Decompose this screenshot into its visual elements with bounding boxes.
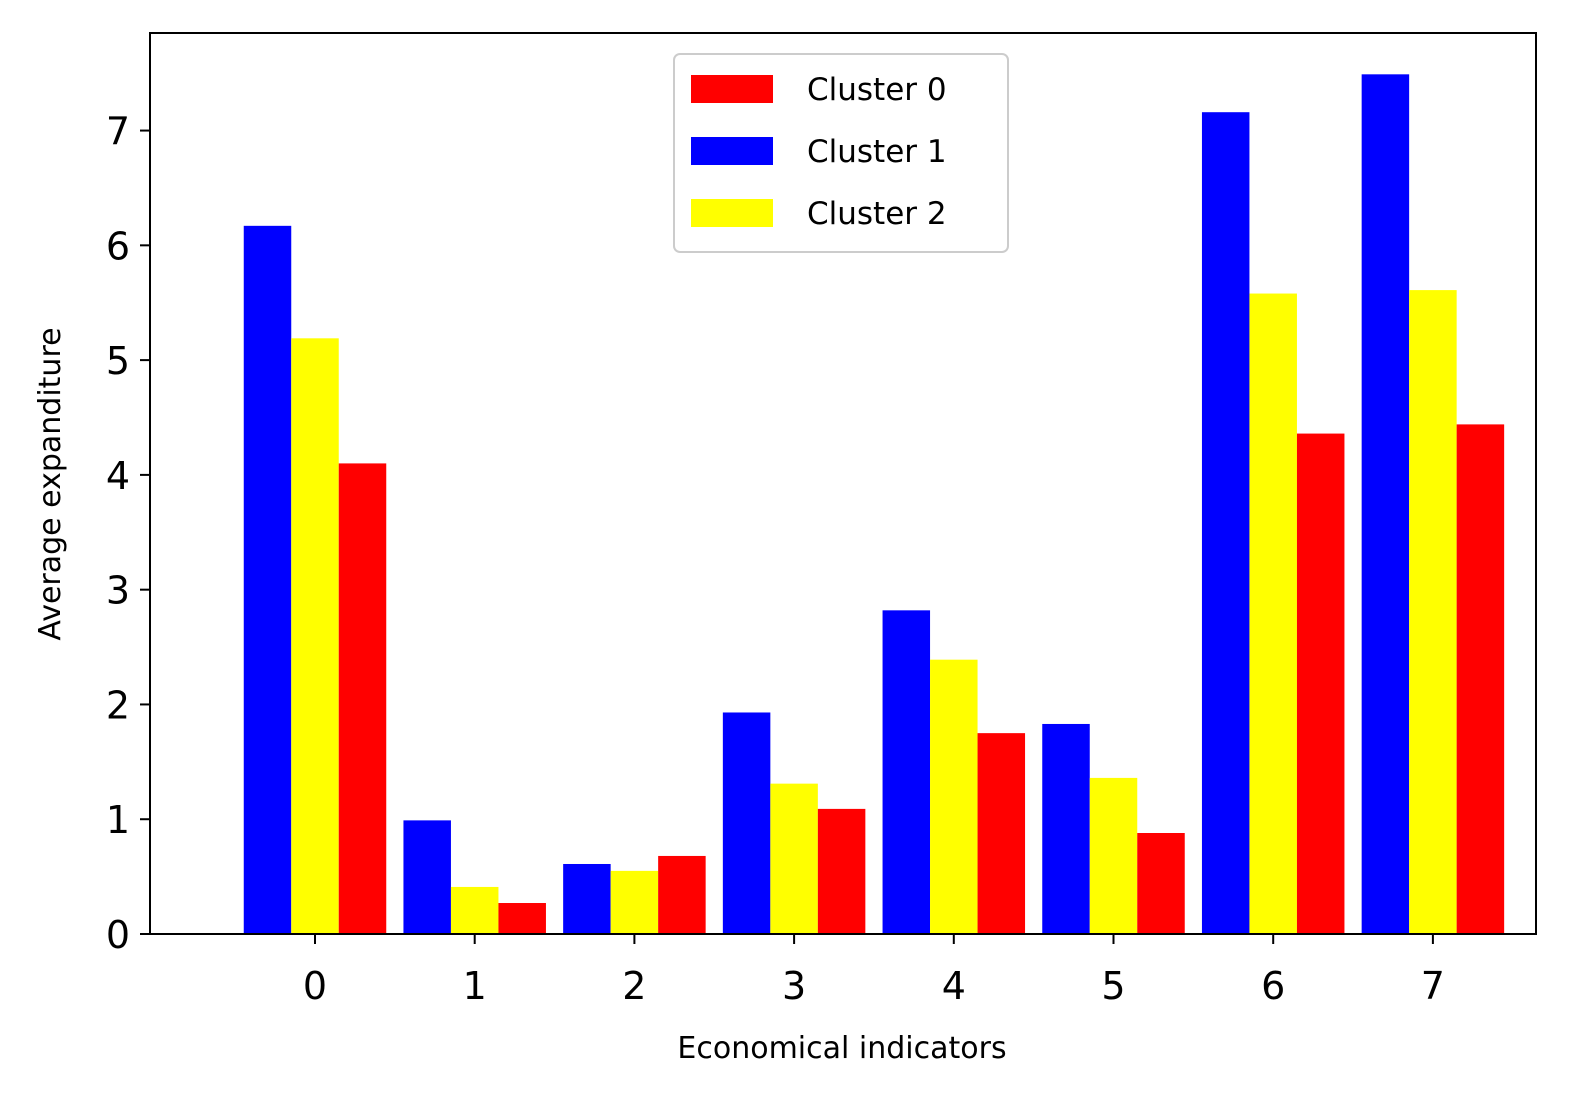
bar-cluster-2-cat-7 [1409,290,1457,935]
legend-swatch-cluster-2 [691,199,773,227]
y-tick-label: 1 [106,798,130,842]
bar-cluster-0-cat-4 [977,733,1026,934]
y-tick-label: 7 [106,110,130,154]
bar-cluster-1-cat-5 [1042,723,1090,934]
bar-cluster-1-cat-2 [563,863,611,934]
bar-cluster-2-cat-6 [1249,293,1297,934]
bar-cluster-0-cat-7 [1456,424,1505,934]
bar-cluster-1-cat-6 [1201,112,1250,934]
bar-cluster-1-cat-3 [722,712,771,934]
y-tick-label: 6 [106,224,130,268]
bar-cluster-1-cat-4 [882,610,931,934]
bar-cluster-0-cat-0 [338,463,387,934]
bar-cluster-2-cat-5 [1089,777,1138,934]
y-tick-label: 2 [106,683,130,727]
x-tick-label: 1 [463,964,487,1008]
legend-label-cluster-1: Cluster 1 [807,134,947,170]
bars-layer [243,74,1505,935]
x-tick-label: 3 [782,964,806,1008]
x-tick-label: 0 [303,964,327,1008]
x-tick-label: 6 [1261,964,1285,1008]
legend-label-cluster-0: Cluster 0 [807,72,947,108]
y-axis-ticks: 0 1 2 3 4 5 6 7 [106,110,150,957]
y-tick-label: 4 [106,454,130,498]
x-tick-label: 5 [1101,964,1125,1008]
y-tick-label: 5 [106,339,130,383]
y-tick-label: 3 [106,569,130,613]
bar-cluster-1-cat-1 [403,820,451,934]
bar-cluster-2-cat-2 [610,870,659,934]
bar-cluster-2-cat-1 [450,886,499,934]
legend-swatch-cluster-1 [691,137,773,165]
bar-cluster-0-cat-2 [658,855,706,934]
bar-cluster-0-cat-6 [1296,433,1345,934]
bar-cluster-2-cat-0 [291,338,339,934]
bar-cluster-0-cat-5 [1137,833,1185,934]
x-tick-label: 2 [622,964,646,1008]
y-axis-label: Average expanditure [33,327,68,640]
x-axis-label: Economical indicators [677,1031,1006,1066]
legend: Cluster 0 Cluster 1 Cluster 2 [673,53,1009,253]
bar-cluster-1-cat-0 [243,225,292,934]
bar-cluster-2-cat-3 [770,783,818,934]
y-tick-label: 0 [106,913,130,957]
legend-swatch-cluster-0 [691,75,773,103]
bar-cluster-0-cat-1 [498,903,546,934]
bar-cluster-2-cat-4 [930,659,978,934]
x-tick-label: 7 [1421,964,1445,1008]
x-axis-ticks: 0 1 2 3 4 5 6 7 [303,934,1445,1008]
bar-cluster-1-cat-7 [1361,74,1410,934]
x-tick-label: 4 [942,964,966,1008]
plot-frame [149,32,1537,935]
bar-cluster-0-cat-3 [817,808,866,934]
legend-label-cluster-2: Cluster 2 [807,196,947,232]
